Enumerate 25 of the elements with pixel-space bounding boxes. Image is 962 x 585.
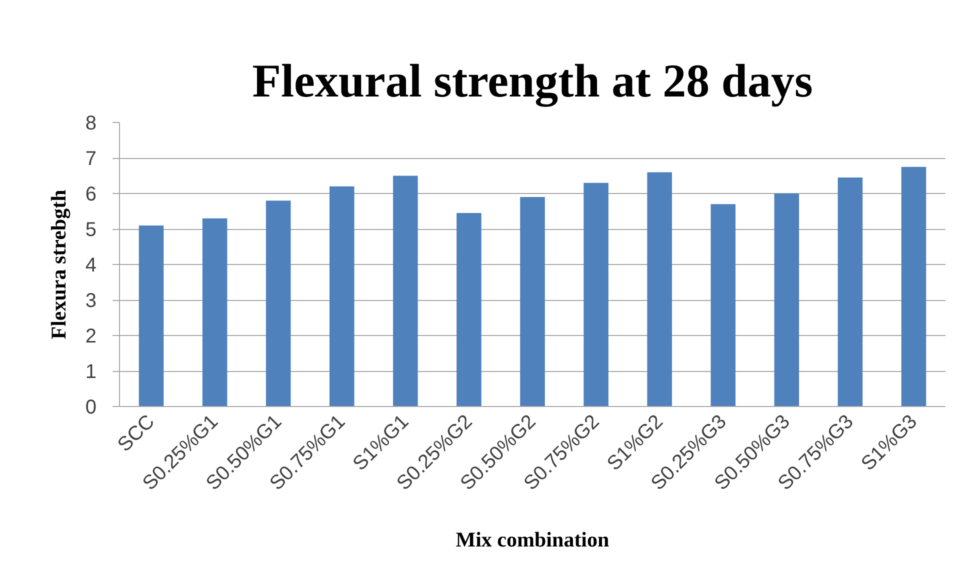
y-tick-label: 3 [85, 290, 96, 312]
bar [774, 194, 800, 406]
y-tick-label: 8 [85, 112, 96, 134]
y-tick-label: 0 [85, 396, 96, 418]
x-axis-title: Mix combination [456, 527, 610, 552]
bar [456, 213, 482, 406]
y-tick-label: 2 [85, 326, 96, 348]
bar [838, 178, 863, 406]
y-tick-label: 5 [85, 219, 96, 241]
y-tick-label: 1 [85, 361, 96, 383]
chart-title: Flexural strength at 28 days [252, 56, 813, 108]
y-tick-label: 4 [85, 254, 96, 276]
y-tick-label: 6 [85, 184, 96, 206]
bar [584, 182, 608, 406]
bar [520, 197, 545, 406]
bar [138, 225, 164, 406]
bar [202, 218, 228, 406]
y-axis-title: Flexura strebgth [46, 189, 70, 340]
y-tick-label: 7 [85, 148, 96, 170]
bar [266, 200, 291, 406]
bar [329, 186, 354, 406]
bar [901, 166, 926, 406]
bar [710, 204, 736, 406]
bar [647, 172, 672, 406]
bar [393, 176, 418, 406]
